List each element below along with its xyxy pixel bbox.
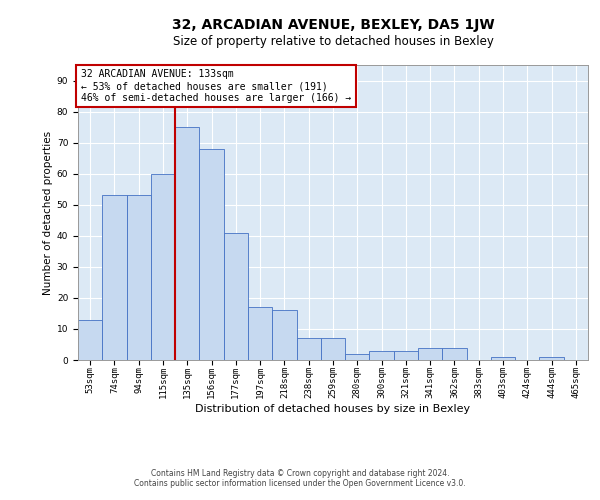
- Bar: [418, 348, 442, 360]
- Bar: [224, 232, 248, 360]
- Bar: [491, 357, 515, 360]
- Bar: [151, 174, 175, 360]
- Text: Contains public sector information licensed under the Open Government Licence v3: Contains public sector information licen…: [134, 478, 466, 488]
- Bar: [199, 149, 224, 360]
- Bar: [370, 350, 394, 360]
- Bar: [248, 307, 272, 360]
- Bar: [442, 348, 467, 360]
- Bar: [102, 196, 127, 360]
- Bar: [345, 354, 370, 360]
- Bar: [321, 338, 345, 360]
- Bar: [127, 196, 151, 360]
- Bar: [296, 338, 321, 360]
- Bar: [539, 357, 564, 360]
- Text: 32, ARCADIAN AVENUE, BEXLEY, DA5 1JW: 32, ARCADIAN AVENUE, BEXLEY, DA5 1JW: [172, 18, 494, 32]
- Text: Contains HM Land Registry data © Crown copyright and database right 2024.: Contains HM Land Registry data © Crown c…: [151, 468, 449, 477]
- Bar: [394, 350, 418, 360]
- Bar: [272, 310, 296, 360]
- X-axis label: Distribution of detached houses by size in Bexley: Distribution of detached houses by size …: [196, 404, 470, 414]
- Bar: [78, 320, 102, 360]
- Text: Size of property relative to detached houses in Bexley: Size of property relative to detached ho…: [173, 35, 493, 48]
- Y-axis label: Number of detached properties: Number of detached properties: [43, 130, 53, 294]
- Bar: [175, 127, 199, 360]
- Text: 32 ARCADIAN AVENUE: 133sqm
← 53% of detached houses are smaller (191)
46% of sem: 32 ARCADIAN AVENUE: 133sqm ← 53% of deta…: [80, 70, 351, 102]
